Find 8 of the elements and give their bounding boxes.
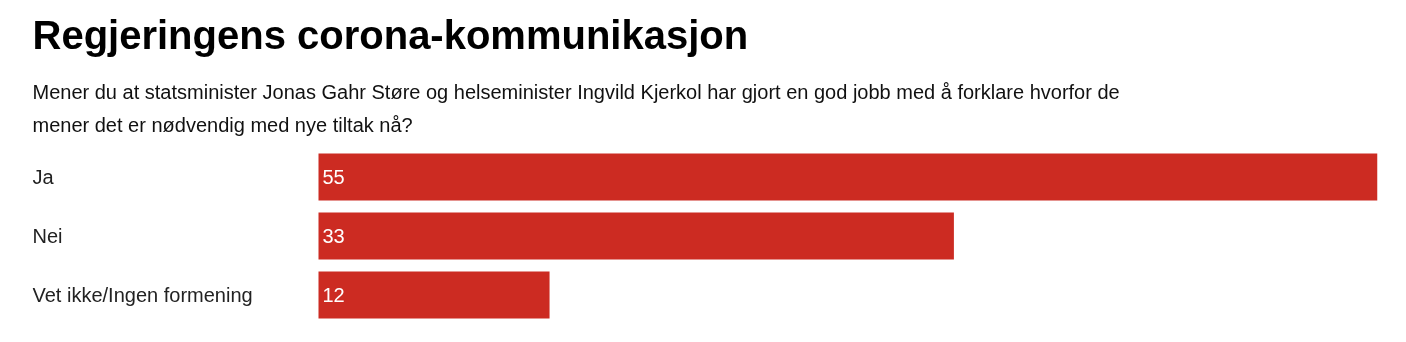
data-label: 33 [322, 225, 345, 247]
chart-subtitle: Mener du at statsminister Jonas Gahr Støre og helseminister Ingvild Kjerkol har gjort en god jobb med å forklare hvorfor de mener det er nødvendig med nye tiltak nå? [32, 80, 1120, 136]
chart-title: Regjeringens corona-kommunikasjon [32, 12, 749, 57]
y-tick-label: Nei [32, 225, 63, 247]
y-tick-label: Ja [32, 166, 55, 188]
data-label: 12 [322, 284, 345, 306]
y-tick-label: Vet ikke/Ingen formening [32, 284, 253, 306]
data-label: 55 [322, 166, 345, 188]
